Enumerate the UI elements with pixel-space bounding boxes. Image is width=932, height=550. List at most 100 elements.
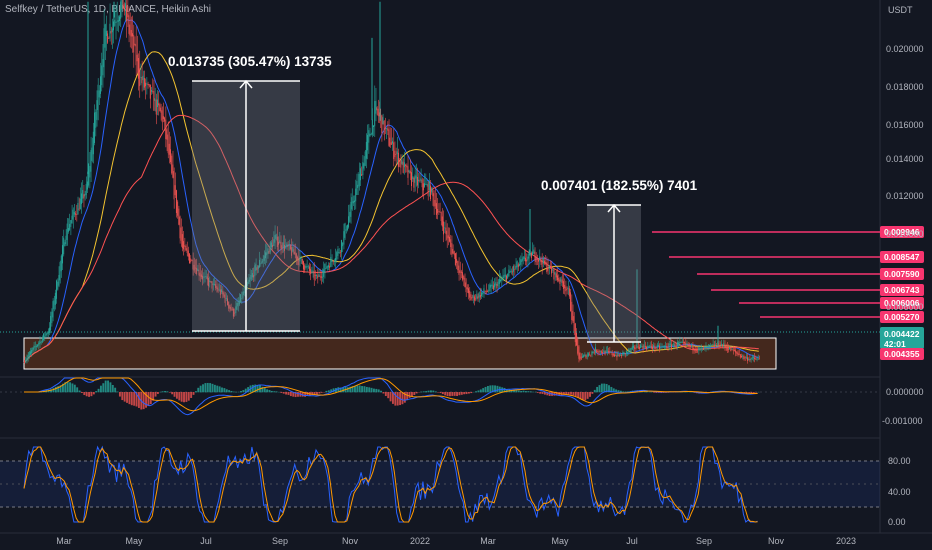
- macd-histogram-bar: [244, 388, 247, 393]
- candle-body: [591, 351, 593, 355]
- macd-histogram-bar: [570, 392, 572, 395]
- candle-body: [523, 256, 525, 260]
- candle-body: [143, 77, 145, 88]
- level-tag-label: 0.005270: [884, 312, 920, 322]
- candle-body: [109, 23, 111, 39]
- candle-body: [293, 249, 295, 255]
- candle-body: [103, 28, 105, 68]
- candle-body: [535, 255, 537, 262]
- candle-body: [95, 112, 97, 128]
- candle-body: [526, 259, 528, 262]
- macd-histogram-bar: [183, 392, 185, 403]
- candle-body: [618, 354, 620, 356]
- candle-body: [70, 220, 72, 227]
- candle-body: [209, 280, 211, 283]
- candle-body: [405, 164, 407, 166]
- candle-body: [500, 279, 501, 282]
- macd-histogram-bar: [581, 392, 584, 400]
- resistance-levels[interactable]: 0.009946 0.008547 0.007590 0.006743 0.006006…: [0, 226, 924, 333]
- macd-histogram-bar: [152, 392, 155, 401]
- macd-histogram-bar: [268, 390, 271, 393]
- candle-body: [72, 209, 74, 220]
- candle-body: [718, 343, 720, 347]
- candle-body: [66, 223, 68, 240]
- candle-body: [565, 286, 567, 292]
- measure-tools[interactable]: 0.013735 (305.47%) 13735 0.007401 (182.55…: [168, 54, 698, 343]
- candle-body: [532, 251, 534, 256]
- candle-body: [168, 143, 170, 155]
- candle-body: [536, 258, 538, 260]
- candle-body: [226, 298, 228, 305]
- candle-body: [225, 298, 227, 299]
- measure-arrowhead: [607, 203, 621, 213]
- candle-body: [688, 344, 690, 346]
- macd-histogram-bar: [510, 389, 513, 393]
- candle-body: [61, 245, 63, 264]
- candle-body: [593, 352, 595, 354]
- candle-body: [460, 271, 462, 273]
- macd-histogram-bar: [228, 390, 231, 393]
- candle-body: [340, 240, 342, 253]
- candle-body: [167, 134, 169, 154]
- candle-body: [559, 279, 561, 284]
- candle-body: [745, 357, 747, 358]
- candle-body: [75, 213, 76, 215]
- macd-histogram-bar: [415, 392, 418, 394]
- macd-histogram-bar: [187, 392, 190, 401]
- macd-histogram-bar: [586, 392, 589, 399]
- candle-body: [446, 230, 448, 240]
- candle-body: [729, 347, 731, 350]
- time-axis[interactable]: Mar May Jul Sep Nov 2022 Mar May Jul Sep Nov 2023: [56, 536, 856, 546]
- candle-body: [473, 296, 475, 301]
- candle-body: [145, 82, 147, 87]
- candle-body: [498, 278, 500, 284]
- price-axis[interactable]: 0.020000 0.018000 0.016000 0.014000 0.012000…: [882, 44, 924, 527]
- candle-body: [638, 346, 640, 350]
- candle-body: [180, 227, 182, 241]
- macd-histogram-bar: [88, 392, 91, 397]
- candle-body: [98, 90, 100, 98]
- macd-histogram-bar: [627, 391, 629, 393]
- time-tick-label: Nov: [342, 536, 359, 546]
- macd-histogram-bar: [384, 392, 387, 397]
- candle-body: [605, 350, 607, 354]
- macd-histogram-bar: [503, 387, 506, 393]
- candle-body: [291, 247, 293, 256]
- support-zone[interactable]: [23, 337, 777, 370]
- candle-body: [705, 347, 707, 349]
- time-tick-label: Mar: [56, 536, 72, 546]
- macd-histogram-bar: [408, 392, 411, 398]
- time-tick-label: Sep: [696, 536, 712, 546]
- macd-histogram-bar: [171, 392, 174, 395]
- candle-body: [29, 351, 31, 355]
- candle-body: [604, 351, 606, 355]
- candle-body: [551, 267, 553, 274]
- macd-histogram-bar: [97, 388, 100, 393]
- candle-body: [687, 343, 689, 347]
- candle-body: [522, 257, 524, 261]
- candle-body: [158, 103, 160, 106]
- macd-histogram-bar: [270, 390, 273, 393]
- candle-body: [400, 160, 402, 168]
- candle-body: [736, 351, 738, 354]
- candle-body: [332, 260, 334, 262]
- price-tick-label: 0.012000: [886, 191, 924, 201]
- candle-body: [292, 247, 294, 252]
- time-tick-label: May: [125, 536, 143, 546]
- level-tag: [880, 226, 924, 238]
- candle-body: [600, 351, 602, 353]
- candle-body: [648, 346, 650, 348]
- macd-histogram-bar: [619, 390, 622, 393]
- candle-body: [184, 245, 186, 247]
- candle-body: [321, 276, 323, 278]
- candle-body: [649, 344, 651, 347]
- macd-histogram-bar: [69, 382, 72, 393]
- macd-histogram-bar: [375, 388, 378, 393]
- candle-body: [314, 275, 316, 277]
- ma-mid-line: [23, 51, 759, 364]
- macd-histogram-bar: [192, 392, 195, 395]
- candle-body: [475, 298, 477, 300]
- macd-histogram-bar: [301, 392, 304, 397]
- candle-body: [330, 257, 332, 267]
